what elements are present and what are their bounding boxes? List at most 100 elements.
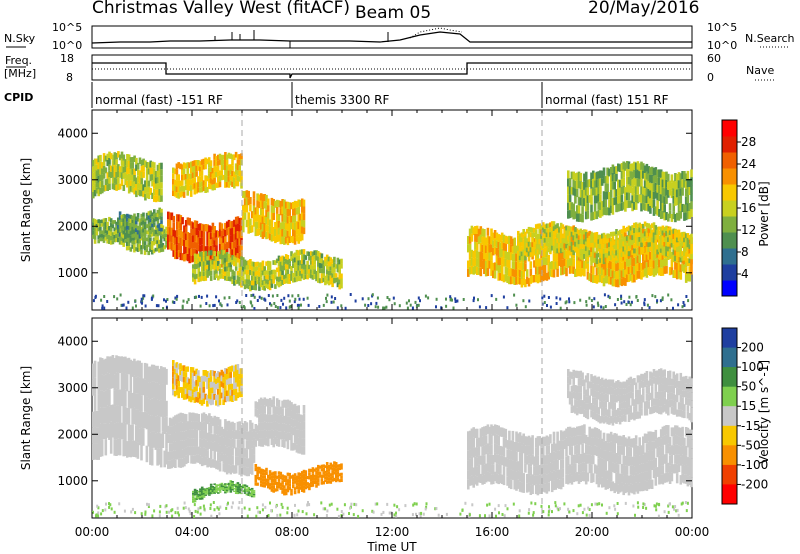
y-tick-label-0: 1000	[57, 474, 88, 488]
velocity-region-2	[254, 396, 306, 455]
colorbar-tick-2: 12	[741, 223, 756, 237]
colorbar-swatch-7	[722, 168, 737, 185]
power-colorbar: 4 8 12 16 20 24 28	[721, 119, 756, 297]
velocity-region-4	[254, 461, 343, 496]
y-tick-label-2: 3000	[57, 381, 88, 395]
x-tick-label-4: 16:00	[475, 525, 510, 539]
velocity-colorbar-swatch-3	[722, 386, 737, 407]
y-tick-label-1: 2000	[57, 427, 88, 441]
x-tick-label-6: 00:00	[675, 525, 710, 539]
date-title: 20/May/2016	[588, 0, 700, 18]
colorbar-swatch-0	[722, 280, 737, 297]
nave-label: Nave	[746, 64, 774, 77]
x-tick-label-1: 04:00	[175, 525, 210, 539]
velocity-colorbar-tick-0: 200	[741, 341, 764, 355]
cpid-segment-0: normal (fast) -151 RF	[95, 93, 223, 107]
velocity-colorbar-tick-5: -50	[741, 438, 761, 452]
station-title: Christmas Valley West (fitACF)	[92, 0, 350, 18]
cpid-segment-1: themis 3300 RF	[295, 93, 389, 107]
cpid-segment-2: normal (fast) 151 RF	[545, 93, 669, 107]
velocity-ground-scatter	[92, 501, 689, 518]
velocity-colorbar-swatch-6	[722, 445, 737, 466]
power-region-0	[92, 151, 163, 203]
x-tick-label-5: 20:00	[575, 525, 610, 539]
x-tick-label-0: 00:00	[75, 525, 110, 539]
velocity-colorbar-label: Velocity [m s^-1]	[757, 360, 771, 464]
velocity-colorbar-swatch-8	[722, 484, 737, 505]
velocity-colorbar-tick-7: -200	[741, 477, 768, 491]
x-tick-label-3: 12:00	[375, 525, 410, 539]
colorbar-swatch-5	[722, 200, 737, 217]
colorbar-swatch-2	[722, 248, 737, 265]
velocity-region-0	[92, 355, 168, 468]
velocity-colorbar-swatch-1	[722, 347, 737, 368]
power-panel: 1000 2000 3000 4000 Slant Range [km]	[19, 109, 693, 311]
nsearch-label: N.Search	[745, 32, 795, 45]
power-region-2	[117, 207, 163, 240]
velocity-colorbar-tick-3: 15	[741, 399, 756, 413]
velocity-colorbar-tick-2: 50	[741, 380, 756, 394]
velocity-axes: 1000 2000 3000 4000	[57, 318, 693, 518]
y-tick-label-3: 4000	[57, 126, 88, 140]
velocity-panel: 1000 2000 3000 4000 Slant Range [km]	[19, 317, 693, 519]
velocity-colorbar-swatch-7	[722, 464, 737, 485]
velocity-region-7	[567, 368, 693, 426]
y-tick-label-2: 3000	[57, 173, 88, 187]
colorbar-swatch-8	[722, 152, 737, 169]
nsearch-tick-high: 10^5	[707, 21, 737, 34]
y-tick-label-1: 2000	[57, 219, 88, 233]
velocity-region-6	[467, 424, 693, 496]
colorbar-tick-3: 16	[741, 201, 756, 215]
velocity-region-3	[172, 360, 243, 407]
velocity-colorbar-swatch-0	[722, 328, 737, 349]
colorbar-swatch-9	[722, 136, 737, 153]
colorbar-swatch-10	[722, 120, 737, 137]
power-region-6	[192, 249, 343, 292]
freq-tick-high: 18	[60, 52, 74, 65]
power-ylabel: Slant Range [km]	[19, 158, 33, 262]
velocity-colorbar-swatch-2	[722, 367, 737, 388]
colorbar-tick-6: 28	[741, 135, 756, 149]
y-tick-label-3: 4000	[57, 334, 88, 348]
colorbar-swatch-3	[722, 232, 737, 249]
nsky-tick-high: 10^5	[52, 21, 82, 34]
velocity-colorbar: 200 100 50 15 -15 -50 -100 -200	[721, 327, 768, 505]
power-region-3	[167, 211, 243, 269]
x-axis-ticks: 00:00 04:00 08:00 12:00 16:00 20:00 00:00	[75, 525, 710, 539]
power-region-9	[567, 161, 693, 223]
nsearch-tick-low: 10^0	[707, 39, 737, 52]
velocity-region-5	[192, 480, 256, 503]
power-region-4	[242, 190, 306, 246]
beam-title: Beam 05	[355, 3, 431, 23]
nave-tick-high: 60	[707, 52, 721, 65]
nsky-trace	[91, 31, 692, 44]
freq-label: Freq.	[5, 54, 32, 67]
cpid-label: CPID	[4, 91, 33, 104]
power-colorbar-label: Power [dB]	[757, 181, 771, 246]
colorbar-tick-0: 4	[741, 267, 749, 281]
velocity-colorbar-swatch-5	[722, 425, 737, 446]
colorbar-swatch-6	[722, 184, 737, 201]
velocity-ylabel: Slant Range [km]	[19, 366, 33, 470]
colorbar-swatch-4	[722, 216, 737, 233]
x-tick-label-2: 08:00	[275, 525, 310, 539]
colorbar-tick-5: 24	[741, 157, 756, 171]
freq-tick-low: 8	[66, 71, 73, 84]
cpid-segments: normal (fast) -151 RF themis 3300 RF norma…	[91, 82, 669, 108]
velocity-colorbar-tick-4: -15	[741, 419, 761, 433]
freq-panel	[91, 54, 693, 81]
y-tick-label-0: 1000	[57, 266, 88, 280]
power-region-8	[517, 221, 693, 265]
power-data	[92, 110, 693, 310]
velocity-data	[92, 318, 693, 518]
nsky-panel	[91, 25, 693, 49]
velocity-colorbar-tick-1: 100	[741, 360, 764, 374]
freq-trace	[92, 62, 692, 79]
power-ground-scatter	[92, 293, 690, 310]
x-axis-label: Time UT	[366, 540, 417, 554]
velocity-region-1	[167, 412, 256, 477]
velocity-colorbar-swatch-4	[722, 406, 737, 427]
nsky-tick-low: 10^0	[52, 39, 82, 52]
freq-unit-label: [MHz]	[4, 67, 36, 80]
